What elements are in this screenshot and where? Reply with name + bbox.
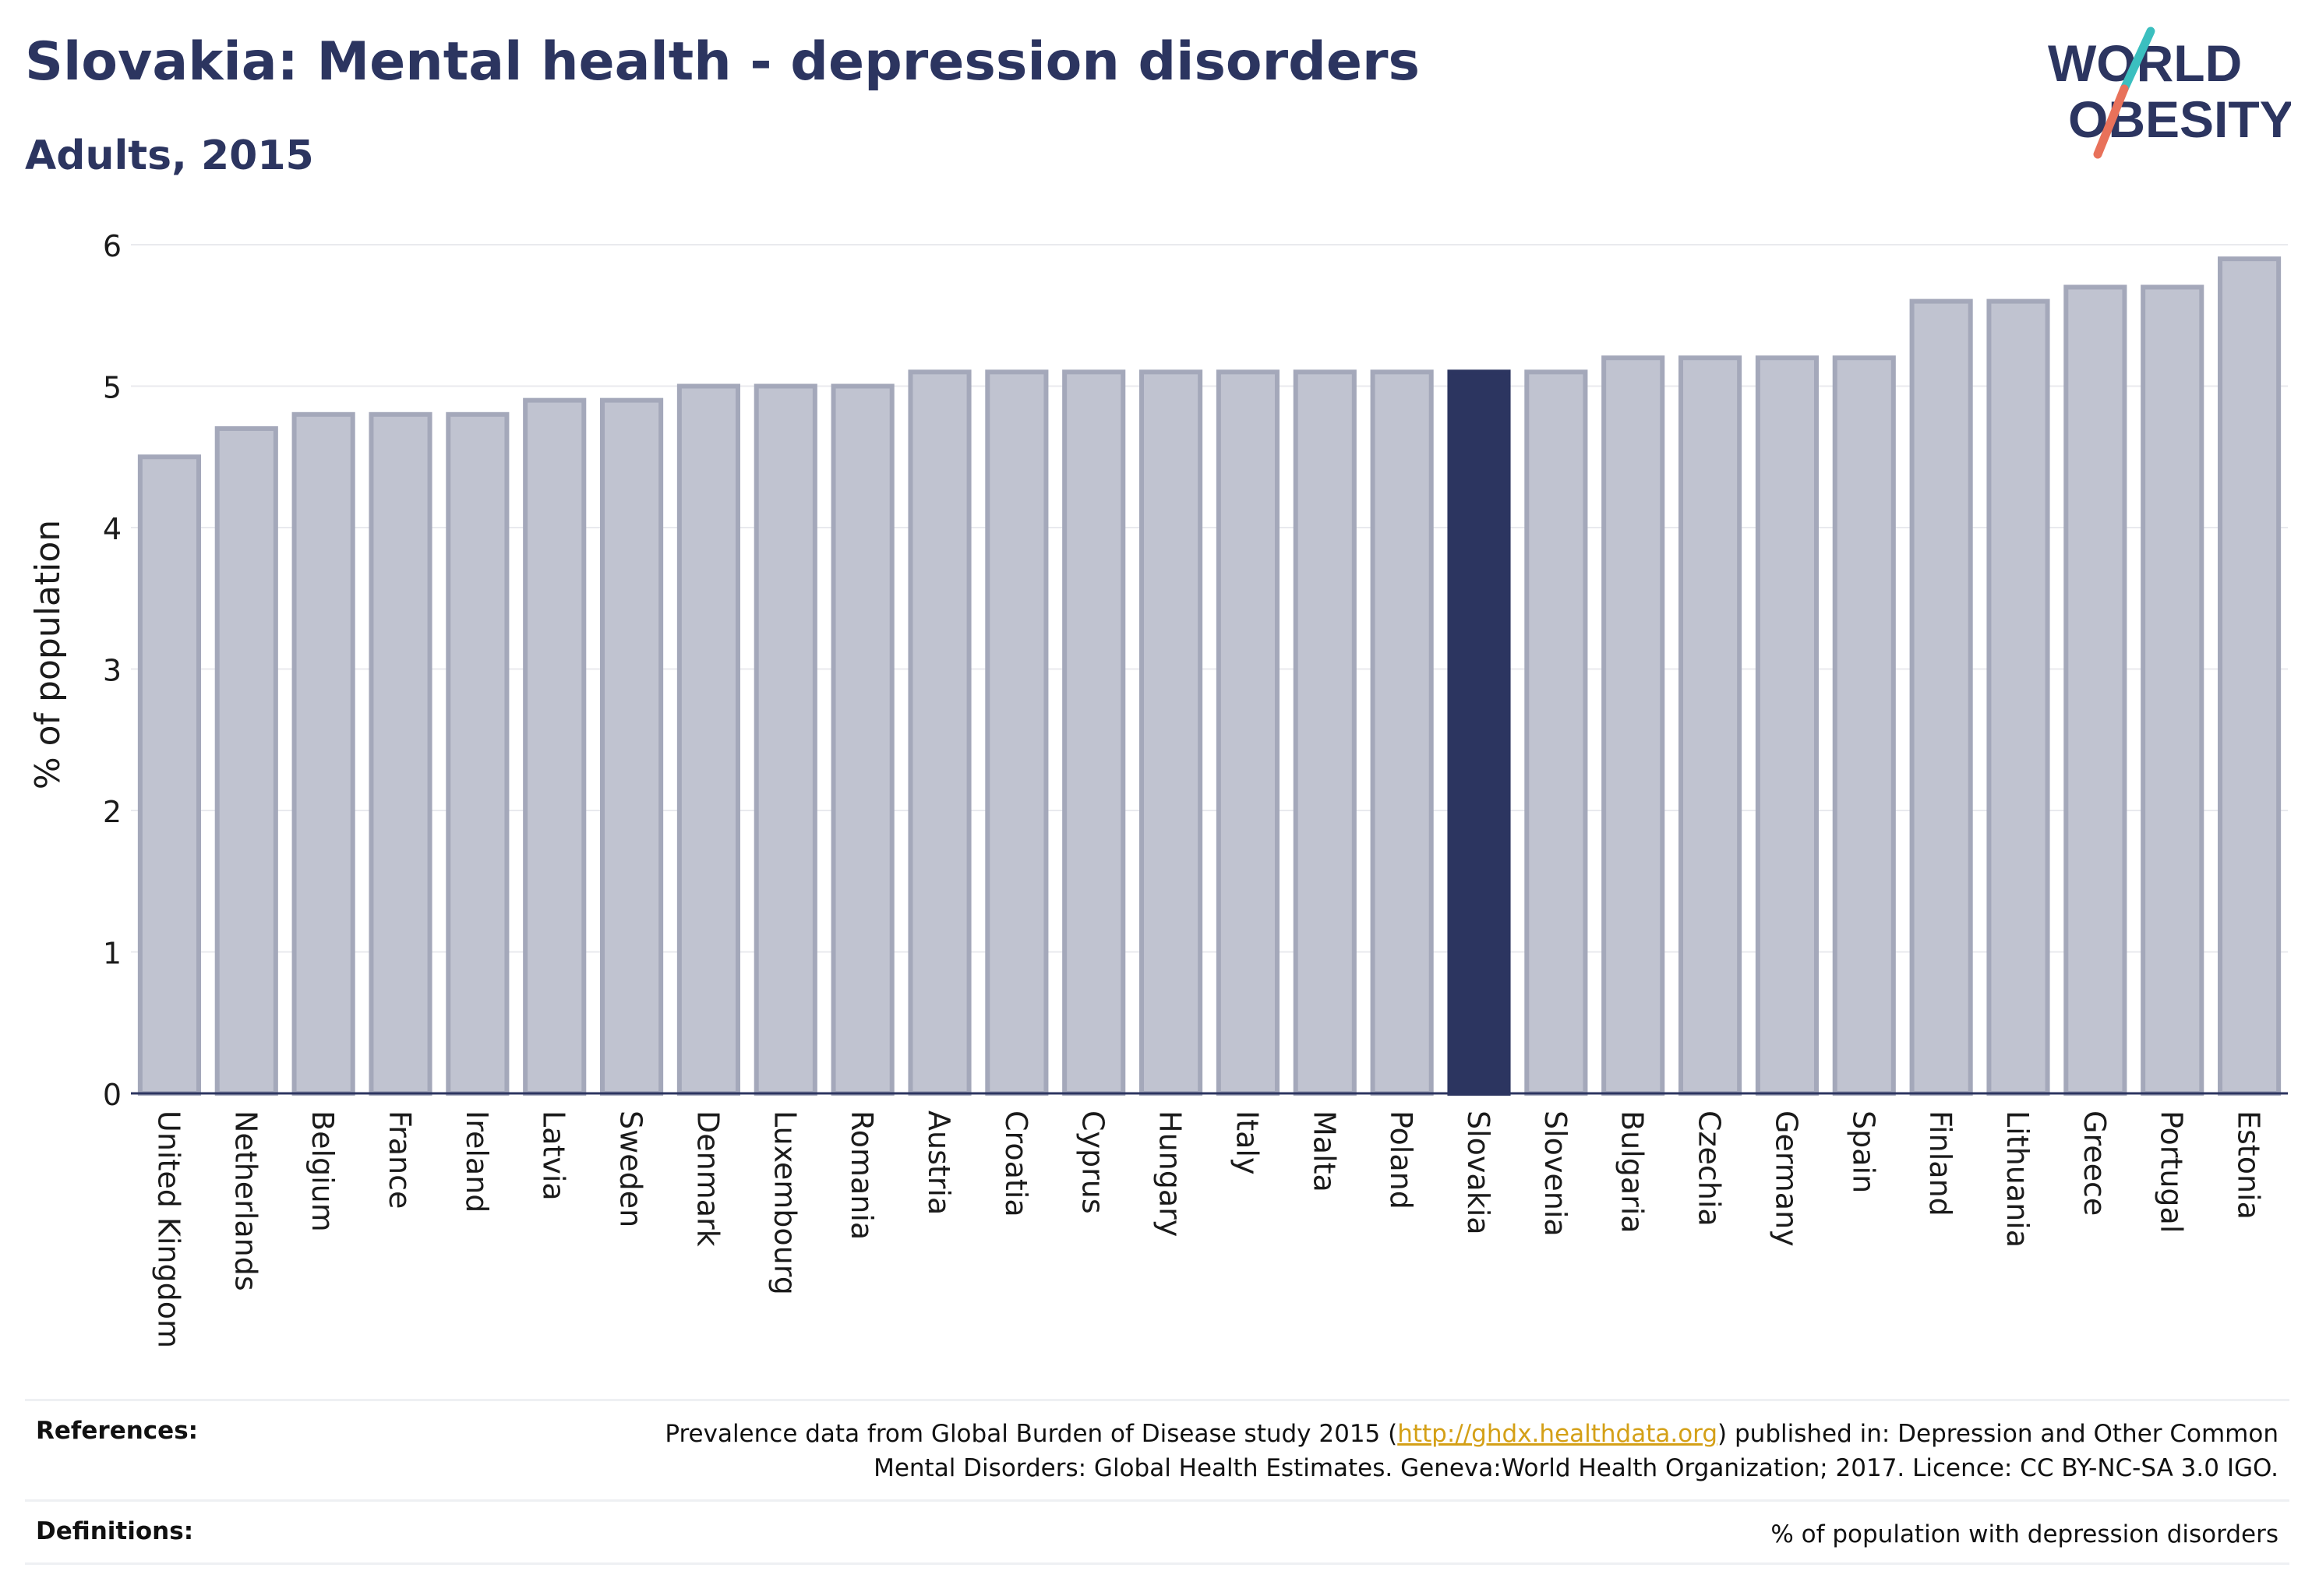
y-tick-label: 4 (103, 512, 122, 546)
chart-subtitle: Adults, 2015 (25, 132, 314, 179)
bar-greece (2063, 284, 2127, 1096)
bar-romania (831, 383, 895, 1096)
x-tick-label: Estonia (2232, 1110, 2266, 1220)
y-tick-labels: 0 1 2 3 4 5 6 (103, 229, 122, 1112)
references-pre: Prevalence data from Global Burden of Di… (665, 1420, 1398, 1448)
bar-estonia (2218, 256, 2282, 1096)
references-label: References: (36, 1417, 199, 1445)
x-tick-label: Spain (1846, 1110, 1880, 1193)
x-tick-label: Slovakia (1461, 1110, 1495, 1235)
bar-austria (908, 369, 972, 1096)
bar-netherlands (214, 425, 278, 1096)
bar-malta (1293, 369, 1357, 1096)
bar-united-kingdom (137, 454, 201, 1096)
x-tick-label: Luxembourg (768, 1110, 802, 1295)
y-tick-label: 2 (103, 795, 122, 829)
bar-sweden (600, 397, 664, 1096)
y-tick-label: 3 (103, 654, 122, 688)
x-tick-label: Austria (922, 1110, 956, 1215)
x-tick-label: Malta (1307, 1110, 1341, 1192)
chart-footer: References: Prevalence data from Global … (25, 1399, 2289, 1565)
x-tick-label: Croatia (999, 1110, 1033, 1217)
x-tick-label: Ireland (460, 1110, 494, 1213)
x-tick-label: Romania (845, 1110, 879, 1240)
x-tick-label: Greece (2077, 1110, 2112, 1216)
references-line2: Mental Disorders: Global Health Estimate… (874, 1454, 2279, 1482)
bar-france (369, 411, 432, 1096)
definitions-text: % of population with depression disorder… (1770, 1520, 2279, 1548)
bar-chart: 0 1 2 3 4 5 6 United Kingdom Netherlands Belgium… (28, 229, 2288, 1348)
x-tick-label: Hungary (1153, 1110, 1188, 1237)
x-tick-label: Finland (1923, 1110, 1957, 1216)
definitions-label: Definitions: (36, 1517, 194, 1545)
bar-lithuania (1986, 298, 2050, 1096)
bar-germany (1755, 355, 1819, 1096)
bar-ireland (446, 411, 510, 1096)
chart-title: Slovakia: Mental health - depression dis… (25, 31, 1420, 93)
bar-finland (1909, 298, 1973, 1096)
x-tick-label: Poland (1384, 1110, 1418, 1209)
x-tick-label: Germany (1769, 1110, 1803, 1247)
y-axis-label: % of population (28, 520, 68, 789)
bar-croatia (985, 369, 1049, 1096)
bar-czechia (1678, 355, 1742, 1096)
x-tick-label: Sweden (614, 1110, 648, 1227)
world-obesity-logo: WORLD OBESITY (2048, 26, 2291, 159)
references-post: ) published in: Depression and Other Com… (1717, 1420, 2279, 1448)
x-tick-label: Slovenia (1538, 1110, 1573, 1237)
bar-poland (1370, 369, 1434, 1096)
references-link[interactable]: http://ghdx.healthdata.org (1397, 1420, 1718, 1448)
bar-belgium (291, 411, 355, 1096)
bar-slovakia (1447, 369, 1511, 1096)
y-tick-label: 1 (103, 937, 122, 971)
x-tick-label: France (383, 1110, 417, 1209)
bars (137, 256, 2282, 1096)
x-tick-label: Cyprus (1076, 1110, 1110, 1214)
x-tick-label: Italy (1230, 1110, 1264, 1174)
bar-denmark (676, 383, 740, 1096)
x-tick-label: United Kingdom (151, 1110, 185, 1348)
x-tick-label: Netherlands (228, 1110, 263, 1291)
bar-luxembourg (754, 383, 817, 1096)
bar-portugal (2141, 284, 2204, 1096)
x-tick-label: Latvia (537, 1110, 571, 1201)
x-tick-label: Czechia (1693, 1110, 1727, 1227)
bar-italy (1216, 369, 1280, 1096)
definitions-row: Definitions: % of population with depres… (25, 1502, 2289, 1565)
references-text: Prevalence data from Global Burden of Di… (665, 1417, 2279, 1485)
x-tick-label: Denmark (690, 1110, 725, 1247)
y-tick-label: 0 (103, 1078, 122, 1112)
x-tick-label: Belgium (305, 1110, 340, 1232)
bar-spain (1832, 355, 1896, 1096)
x-tick-labels: United Kingdom Netherlands Belgium France Ir… (151, 1110, 2265, 1348)
bar-cyprus (1062, 369, 1126, 1096)
x-tick-label: Bulgaria (1615, 1110, 1650, 1234)
bar-hungary (1139, 369, 1203, 1096)
bar-slovenia (1524, 369, 1588, 1096)
x-tick-label: Portugal (2155, 1110, 2189, 1233)
logo-slash-bottom (2093, 84, 2129, 159)
bar-latvia (523, 397, 587, 1096)
y-tick-label: 6 (103, 229, 122, 263)
y-tick-label: 5 (103, 371, 122, 405)
bar-bulgaria (1601, 355, 1665, 1096)
references-row: References: Prevalence data from Global … (25, 1399, 2289, 1502)
x-tick-label: Lithuania (2000, 1110, 2035, 1248)
logo-slash-top (2120, 26, 2155, 94)
